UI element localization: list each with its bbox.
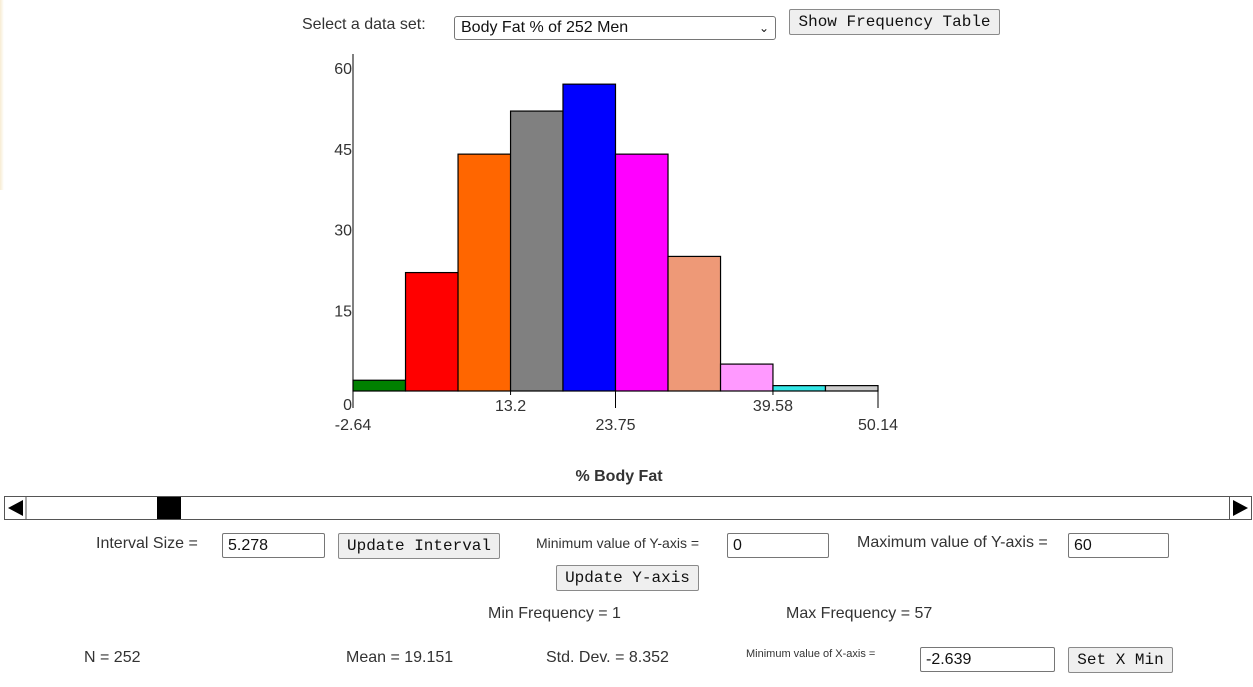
interval-size-input[interactable] — [222, 533, 325, 558]
y-tick-label: 30 — [334, 223, 352, 240]
show-frequency-table-button[interactable]: Show Frequency Table — [789, 9, 1000, 35]
y-tick-labels: 0 15 30 45 60 — [334, 61, 352, 414]
scrollbar-thumb[interactable] — [156, 497, 181, 519]
window-edge — [0, 0, 4, 190]
update-interval-button[interactable]: Update Interval — [338, 533, 500, 559]
interval-size-label: Interval Size = — [96, 535, 198, 552]
histogram-bar-1 — [352, 379, 407, 392]
y-min-input[interactable] — [727, 533, 829, 558]
y-min-label: Minimum value of Y-axis = — [536, 535, 700, 551]
std-dev-value: Std. Dev. = 8.352 — [546, 649, 669, 666]
histogram-bar-4 — [509, 110, 564, 392]
sample-size: N = 252 — [84, 649, 141, 666]
x-tick-label: 39.58 — [753, 398, 793, 415]
dataset-select-value: Body Fat % of 252 Men — [461, 19, 629, 36]
y-max-input[interactable] — [1068, 533, 1169, 558]
scroll-right-arrow-icon[interactable] — [1229, 497, 1251, 519]
update-y-axis-button[interactable]: Update Y-axis — [556, 565, 699, 591]
histogram-bar-5 — [562, 83, 617, 392]
histogram-bar-2 — [404, 271, 459, 392]
max-frequency: Max Frequency = 57 — [786, 605, 933, 622]
histogram-chart: 0 15 30 45 60 -2.64 13.2 23.75 39.58 50.14 % Bod… — [334, 54, 898, 485]
mean-value: Mean = 19.151 — [346, 649, 454, 666]
histogram-bar-7 — [667, 255, 722, 392]
histogram-bar-10 — [824, 385, 879, 392]
histogram-bar-8 — [719, 363, 774, 392]
y-tick-label: 0 — [343, 397, 352, 414]
histogram-bar-3 — [457, 153, 512, 392]
y-tick-label: 45 — [334, 142, 352, 159]
dataset-label: Select a data set: — [302, 16, 426, 33]
histogram-bar-9 — [772, 385, 827, 392]
x-tick-label: 13.2 — [495, 398, 526, 415]
histogram-bars — [352, 83, 879, 392]
scroll-left-arrow-icon[interactable] — [5, 497, 27, 519]
y-max-label: Maximum value of Y-axis = — [857, 534, 1048, 551]
x-min-label: Minimum value of X-axis = — [746, 648, 876, 660]
min-frequency: Min Frequency = 1 — [488, 605, 621, 622]
histogram-bar-6 — [614, 153, 669, 392]
x-min-scrollbar[interactable] — [4, 496, 1252, 520]
x-tick-label: 50.14 — [858, 417, 898, 434]
dataset-select[interactable]: Body Fat % of 252 Men ⌄ — [454, 16, 776, 40]
x-tick-label: 23.75 — [595, 417, 635, 434]
x-tick-label: -2.64 — [335, 417, 372, 434]
x-min-input[interactable] — [920, 647, 1055, 672]
chevron-down-icon: ⌄ — [758, 21, 769, 35]
y-tick-label: 60 — [334, 61, 352, 78]
x-axis-title: % Body Fat — [575, 468, 663, 485]
set-x-min-button[interactable]: Set X Min — [1068, 647, 1173, 673]
y-tick-label: 15 — [334, 303, 352, 320]
x-tick-labels: -2.64 13.2 23.75 39.58 50.14 — [335, 391, 898, 434]
